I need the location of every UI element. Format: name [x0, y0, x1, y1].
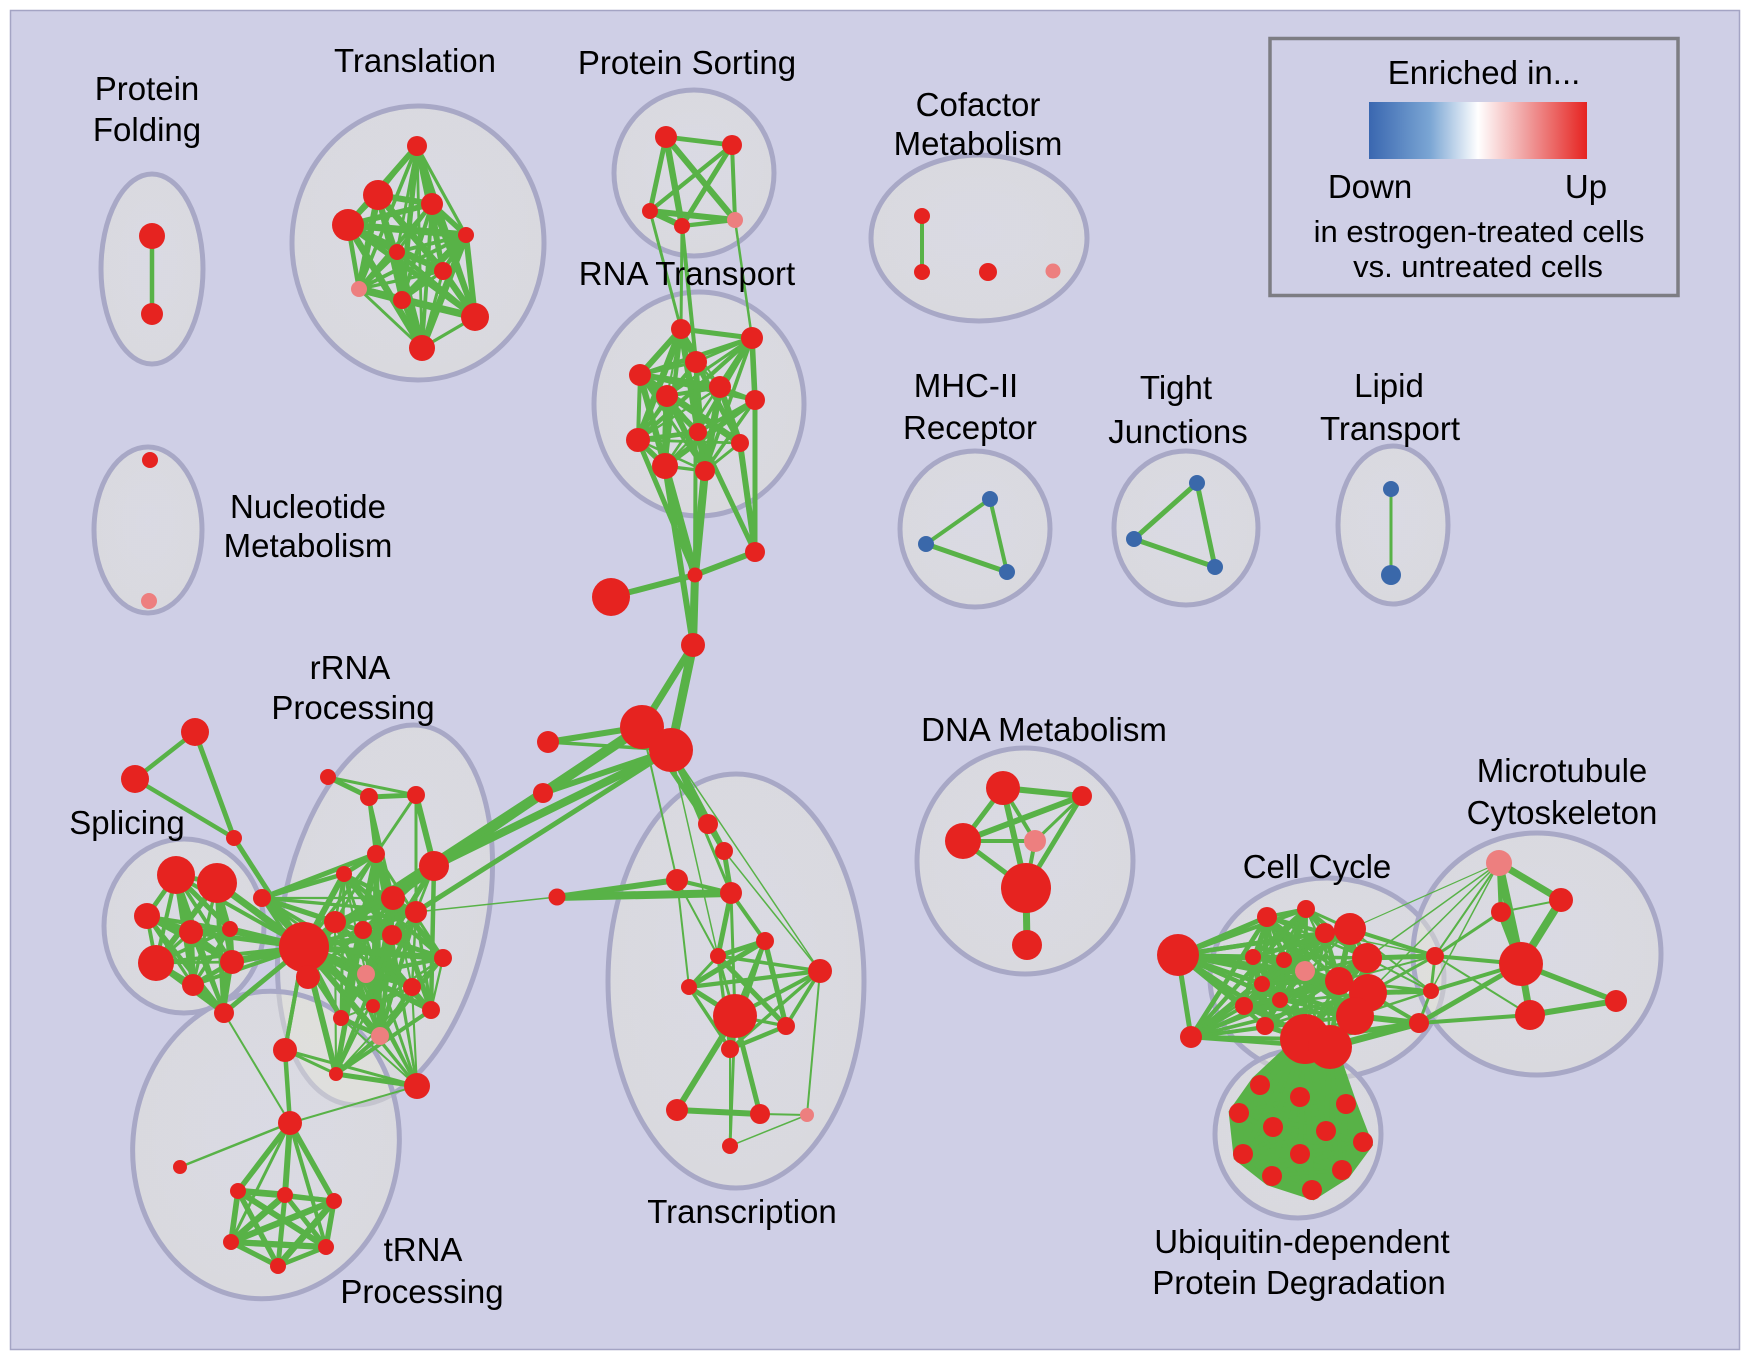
- svg-text:RNA Transport: RNA Transport: [579, 255, 795, 292]
- svg-text:Protein: Protein: [95, 70, 200, 107]
- svg-text:Processing: Processing: [340, 1273, 503, 1310]
- svg-text:in estrogen-treated cells: in estrogen-treated cells: [1314, 214, 1645, 249]
- svg-text:Metabolism: Metabolism: [224, 527, 393, 564]
- svg-text:Processing: Processing: [271, 689, 434, 726]
- svg-text:Cytoskeleton: Cytoskeleton: [1467, 794, 1658, 831]
- svg-text:rRNA: rRNA: [310, 649, 391, 686]
- svg-text:Tight: Tight: [1140, 369, 1212, 406]
- svg-text:Cofactor: Cofactor: [916, 86, 1041, 123]
- svg-text:Transport: Transport: [1320, 410, 1460, 447]
- svg-text:DNA Metabolism: DNA Metabolism: [921, 711, 1167, 748]
- svg-text:Transcription: Transcription: [647, 1193, 837, 1230]
- svg-text:Up: Up: [1565, 168, 1607, 205]
- svg-text:Junctions: Junctions: [1108, 413, 1247, 450]
- svg-text:Enriched in...: Enriched in...: [1388, 54, 1581, 91]
- svg-text:Splicing: Splicing: [69, 804, 185, 841]
- svg-text:Protein Sorting: Protein Sorting: [578, 44, 796, 81]
- svg-text:Receptor: Receptor: [903, 409, 1037, 446]
- svg-text:Lipid: Lipid: [1354, 367, 1424, 404]
- svg-text:Translation: Translation: [334, 42, 496, 79]
- svg-text:Nucleotide: Nucleotide: [230, 488, 386, 525]
- svg-text:Metabolism: Metabolism: [894, 125, 1063, 162]
- svg-text:Down: Down: [1328, 168, 1412, 205]
- svg-text:vs. untreated cells: vs. untreated cells: [1353, 249, 1603, 284]
- svg-text:MHC-II: MHC-II: [914, 367, 1018, 404]
- svg-text:Ubiquitin-dependent: Ubiquitin-dependent: [1154, 1223, 1449, 1260]
- svg-text:tRNA: tRNA: [384, 1231, 463, 1268]
- svg-text:Cell Cycle: Cell Cycle: [1243, 848, 1392, 885]
- svg-text:Folding: Folding: [93, 111, 201, 148]
- svg-text:Microtubule: Microtubule: [1477, 752, 1648, 789]
- svg-text:Protein Degradation: Protein Degradation: [1152, 1264, 1446, 1301]
